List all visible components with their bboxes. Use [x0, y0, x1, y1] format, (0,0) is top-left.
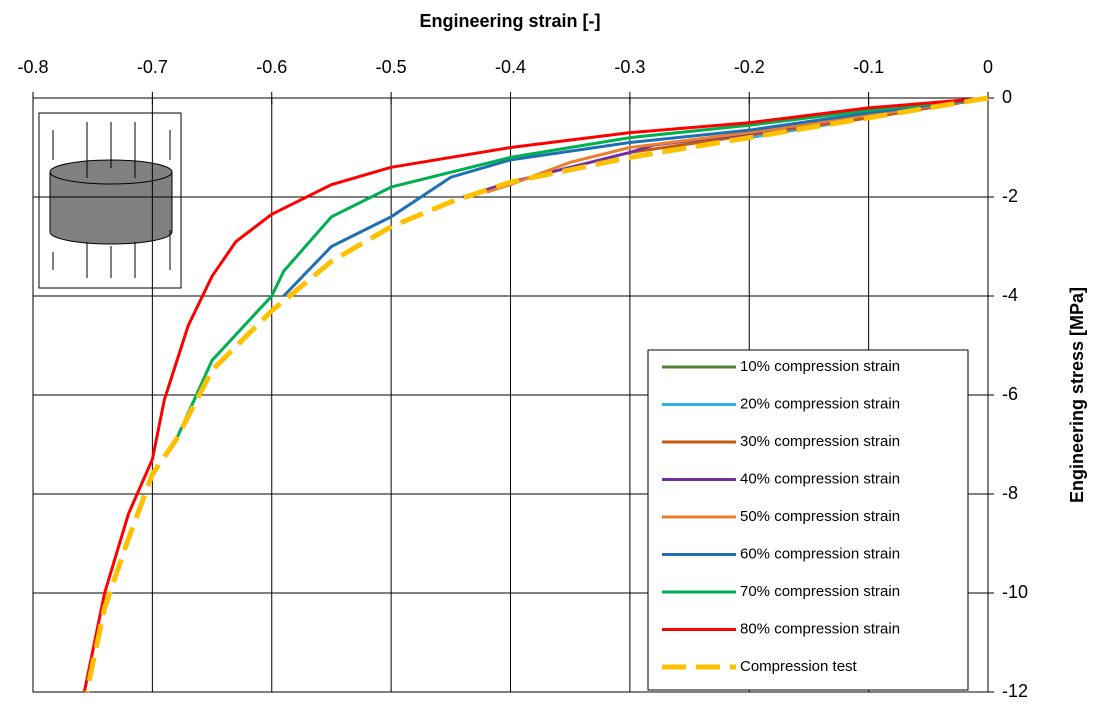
y-tick-label: -2 [1002, 186, 1018, 206]
x-tick-label: -0.3 [614, 57, 645, 77]
y-tick-label: -8 [1002, 483, 1018, 503]
legend-label: 80% compression strain [740, 620, 900, 637]
y-axis-title: Engineering stress [MPa] [1067, 287, 1087, 503]
x-tick-label: -0.2 [734, 57, 765, 77]
x-axis-title: Engineering strain [-] [419, 11, 600, 31]
y-tick-label: -4 [1002, 285, 1018, 305]
series-line [84, 95, 989, 693]
legend-box [647, 349, 969, 691]
series-line [282, 96, 989, 298]
legend-label: 70% compression strain [740, 583, 900, 600]
inset-diagram [38, 112, 182, 289]
legend-label: 20% compression strain [740, 395, 900, 412]
x-tick-label: -0.1 [853, 57, 884, 77]
x-tick-label: -0.4 [495, 57, 526, 77]
legend-label: Compression test [740, 658, 858, 675]
y-tick-label: -6 [1002, 384, 1018, 404]
x-tick-label: -0.6 [256, 57, 287, 77]
y-tick-label: 0 [1002, 87, 1012, 107]
x-tick-label: -0.8 [17, 57, 48, 77]
x-tick-label: -0.7 [137, 57, 168, 77]
series-line [174, 96, 989, 441]
legend-label: 50% compression strain [740, 508, 900, 525]
x-tick-label: 0 [983, 57, 993, 77]
x-tick-label: -0.5 [376, 57, 407, 77]
y-tick-label: -10 [1002, 582, 1028, 602]
legend-label: 10% compression strain [740, 358, 900, 375]
y-tick-label: -12 [1002, 681, 1028, 701]
legend-label: 30% compression strain [740, 433, 900, 450]
legend-label: 40% compression strain [740, 470, 900, 487]
series-line [82, 96, 989, 693]
legend-label: 60% compression strain [740, 545, 900, 562]
